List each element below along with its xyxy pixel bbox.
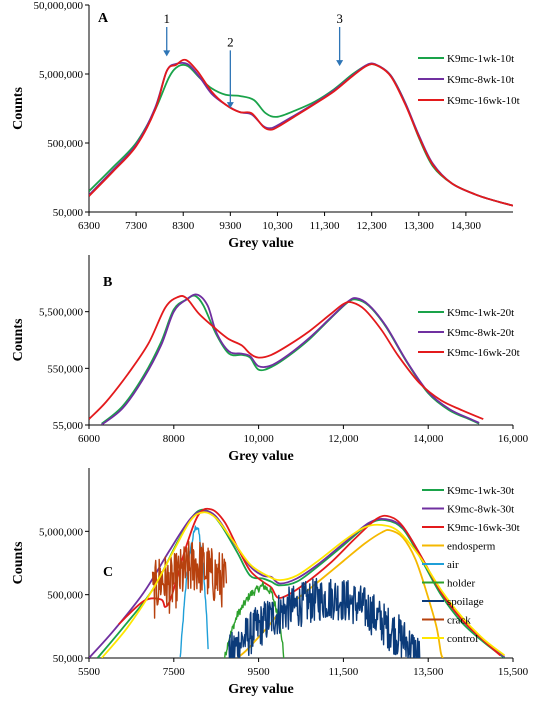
x-tick-label: 11,500 — [328, 666, 358, 678]
series-line-crack — [151, 540, 228, 619]
y-axis-title: Counts — [11, 541, 26, 584]
series-line-k9mc-1wk-20t — [101, 294, 480, 425]
x-tick-label: 16,000 — [498, 433, 529, 445]
legend-label: control — [447, 633, 478, 645]
y-tick-label: 5,500,000 — [39, 307, 84, 319]
x-tick-label: 7300 — [125, 220, 148, 232]
plot-area — [89, 58, 513, 207]
legend: K9mc-1wk-30t K9mc-8wk-30t K9mc-16wk-30t end… — [422, 485, 520, 645]
series-line-k9mc-8wk-30t — [89, 509, 506, 658]
plot-area — [89, 293, 484, 425]
legend-label: holder — [447, 578, 475, 590]
y-tick-label: 50,000 — [53, 653, 84, 665]
series-line-holder — [224, 581, 285, 658]
legend-label: K9mc-1wk-10t — [447, 53, 514, 65]
x-tick-label: 10,300 — [262, 220, 293, 232]
annotation-label: 3 — [336, 11, 343, 26]
legend: K9mc-1wk-20t K9mc-8wk-20t K9mc-16wk-20t — [418, 307, 520, 359]
x-tick-label: 13,500 — [413, 666, 444, 678]
series-line-control — [101, 511, 506, 658]
plot-area — [89, 507, 506, 658]
annotation-arrowhead — [336, 60, 344, 67]
series-line-k9mc-16wk-20t — [89, 295, 484, 420]
x-axis-title: Grey value — [228, 682, 293, 697]
x-tick-label: 11,300 — [310, 220, 340, 232]
legend-label: crack — [447, 615, 471, 627]
legend-label: K9mc-16wk-30t — [447, 522, 520, 534]
legend-label: air — [447, 559, 459, 571]
x-tick-label: 9300 — [219, 220, 242, 232]
legend-label: spoilage — [447, 596, 484, 608]
x-tick-label: 8000 — [163, 433, 186, 445]
y-tick-label: 500,000 — [47, 138, 83, 150]
x-tick-label: 12,000 — [328, 433, 359, 445]
y-tick-label: 50,000 — [53, 207, 84, 219]
series-line-air — [179, 525, 209, 658]
x-axis-title: Grey value — [228, 236, 293, 251]
annotation-label: 1 — [163, 11, 170, 26]
y-tick-label: 550,000 — [47, 363, 83, 375]
series-line-k9mc-16wk-10t — [89, 58, 513, 207]
x-tick-label: 6300 — [78, 220, 101, 232]
x-tick-label: 8300 — [172, 220, 195, 232]
legend-label: K9mc-1wk-20t — [447, 307, 514, 319]
panel-label: A — [98, 11, 109, 26]
panel-label: B — [103, 275, 112, 290]
annotation-label: 2 — [227, 34, 234, 49]
x-tick-label: 14,000 — [413, 433, 444, 445]
chart-panel-a: 6300 7300 8300 9300 10,300 11,300 12,300 13,300… — [11, 0, 520, 251]
x-tick-label: 6000 — [78, 433, 101, 445]
legend-label: K9mc-8wk-20t — [447, 327, 514, 339]
chart-panel-b: 6000 8000 10,000 12,000 14,000 16,000 55,000 55… — [11, 255, 529, 464]
x-axis-title: Grey value — [228, 449, 293, 464]
annotation-arrowhead — [226, 102, 234, 109]
series-line-spoilage — [228, 577, 421, 658]
x-tick-label: 10,000 — [243, 433, 274, 445]
x-tick-label: 13,300 — [404, 220, 435, 232]
y-tick-label: 5,000,000 — [39, 526, 84, 538]
legend-label: K9mc-8wk-30t — [447, 504, 514, 516]
x-tick-label: 7500 — [163, 666, 186, 678]
y-tick-label: 500,000 — [47, 590, 83, 602]
y-tick-label: 5,000,000 — [39, 69, 84, 81]
y-axis-title: Counts — [11, 87, 26, 130]
x-tick-label: 14,300 — [451, 220, 482, 232]
legend: K9mc-1wk-10t K9mc-8wk-10t K9mc-16wk-10t — [418, 53, 520, 107]
annotation-arrowhead — [163, 50, 171, 57]
series-line-k9mc-8wk-20t — [101, 293, 480, 425]
x-tick-label: 9500 — [248, 666, 271, 678]
legend-label: K9mc-8wk-10t — [447, 74, 514, 86]
x-tick-label: 15,500 — [498, 666, 529, 678]
chart-panel-c: 5500 7500 9500 11,500 13,500 15,500 50,000 500,… — [11, 468, 529, 697]
panel-label: C — [103, 565, 113, 580]
legend-label: K9mc-16wk-20t — [447, 347, 520, 359]
x-tick-label: 5500 — [78, 666, 101, 678]
y-tick-label: 55,000 — [53, 420, 84, 432]
legend-label: K9mc-1wk-30t — [447, 485, 514, 497]
legend-label: endosperm — [447, 541, 496, 553]
x-tick-label: 12,300 — [357, 220, 388, 232]
y-axis-title: Counts — [11, 318, 26, 361]
y-tick-label: 50,000,000 — [34, 0, 84, 12]
legend-label: K9mc-16wk-10t — [447, 95, 520, 107]
